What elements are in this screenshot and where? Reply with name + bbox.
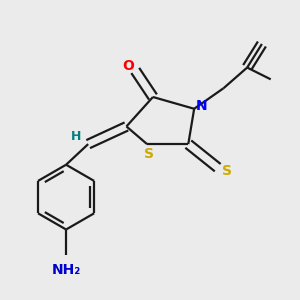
Text: S: S	[143, 147, 154, 161]
Text: H: H	[71, 130, 82, 143]
Text: N: N	[196, 99, 207, 113]
Text: S: S	[222, 164, 232, 178]
Text: NH₂: NH₂	[52, 263, 81, 278]
Text: O: O	[122, 59, 134, 73]
